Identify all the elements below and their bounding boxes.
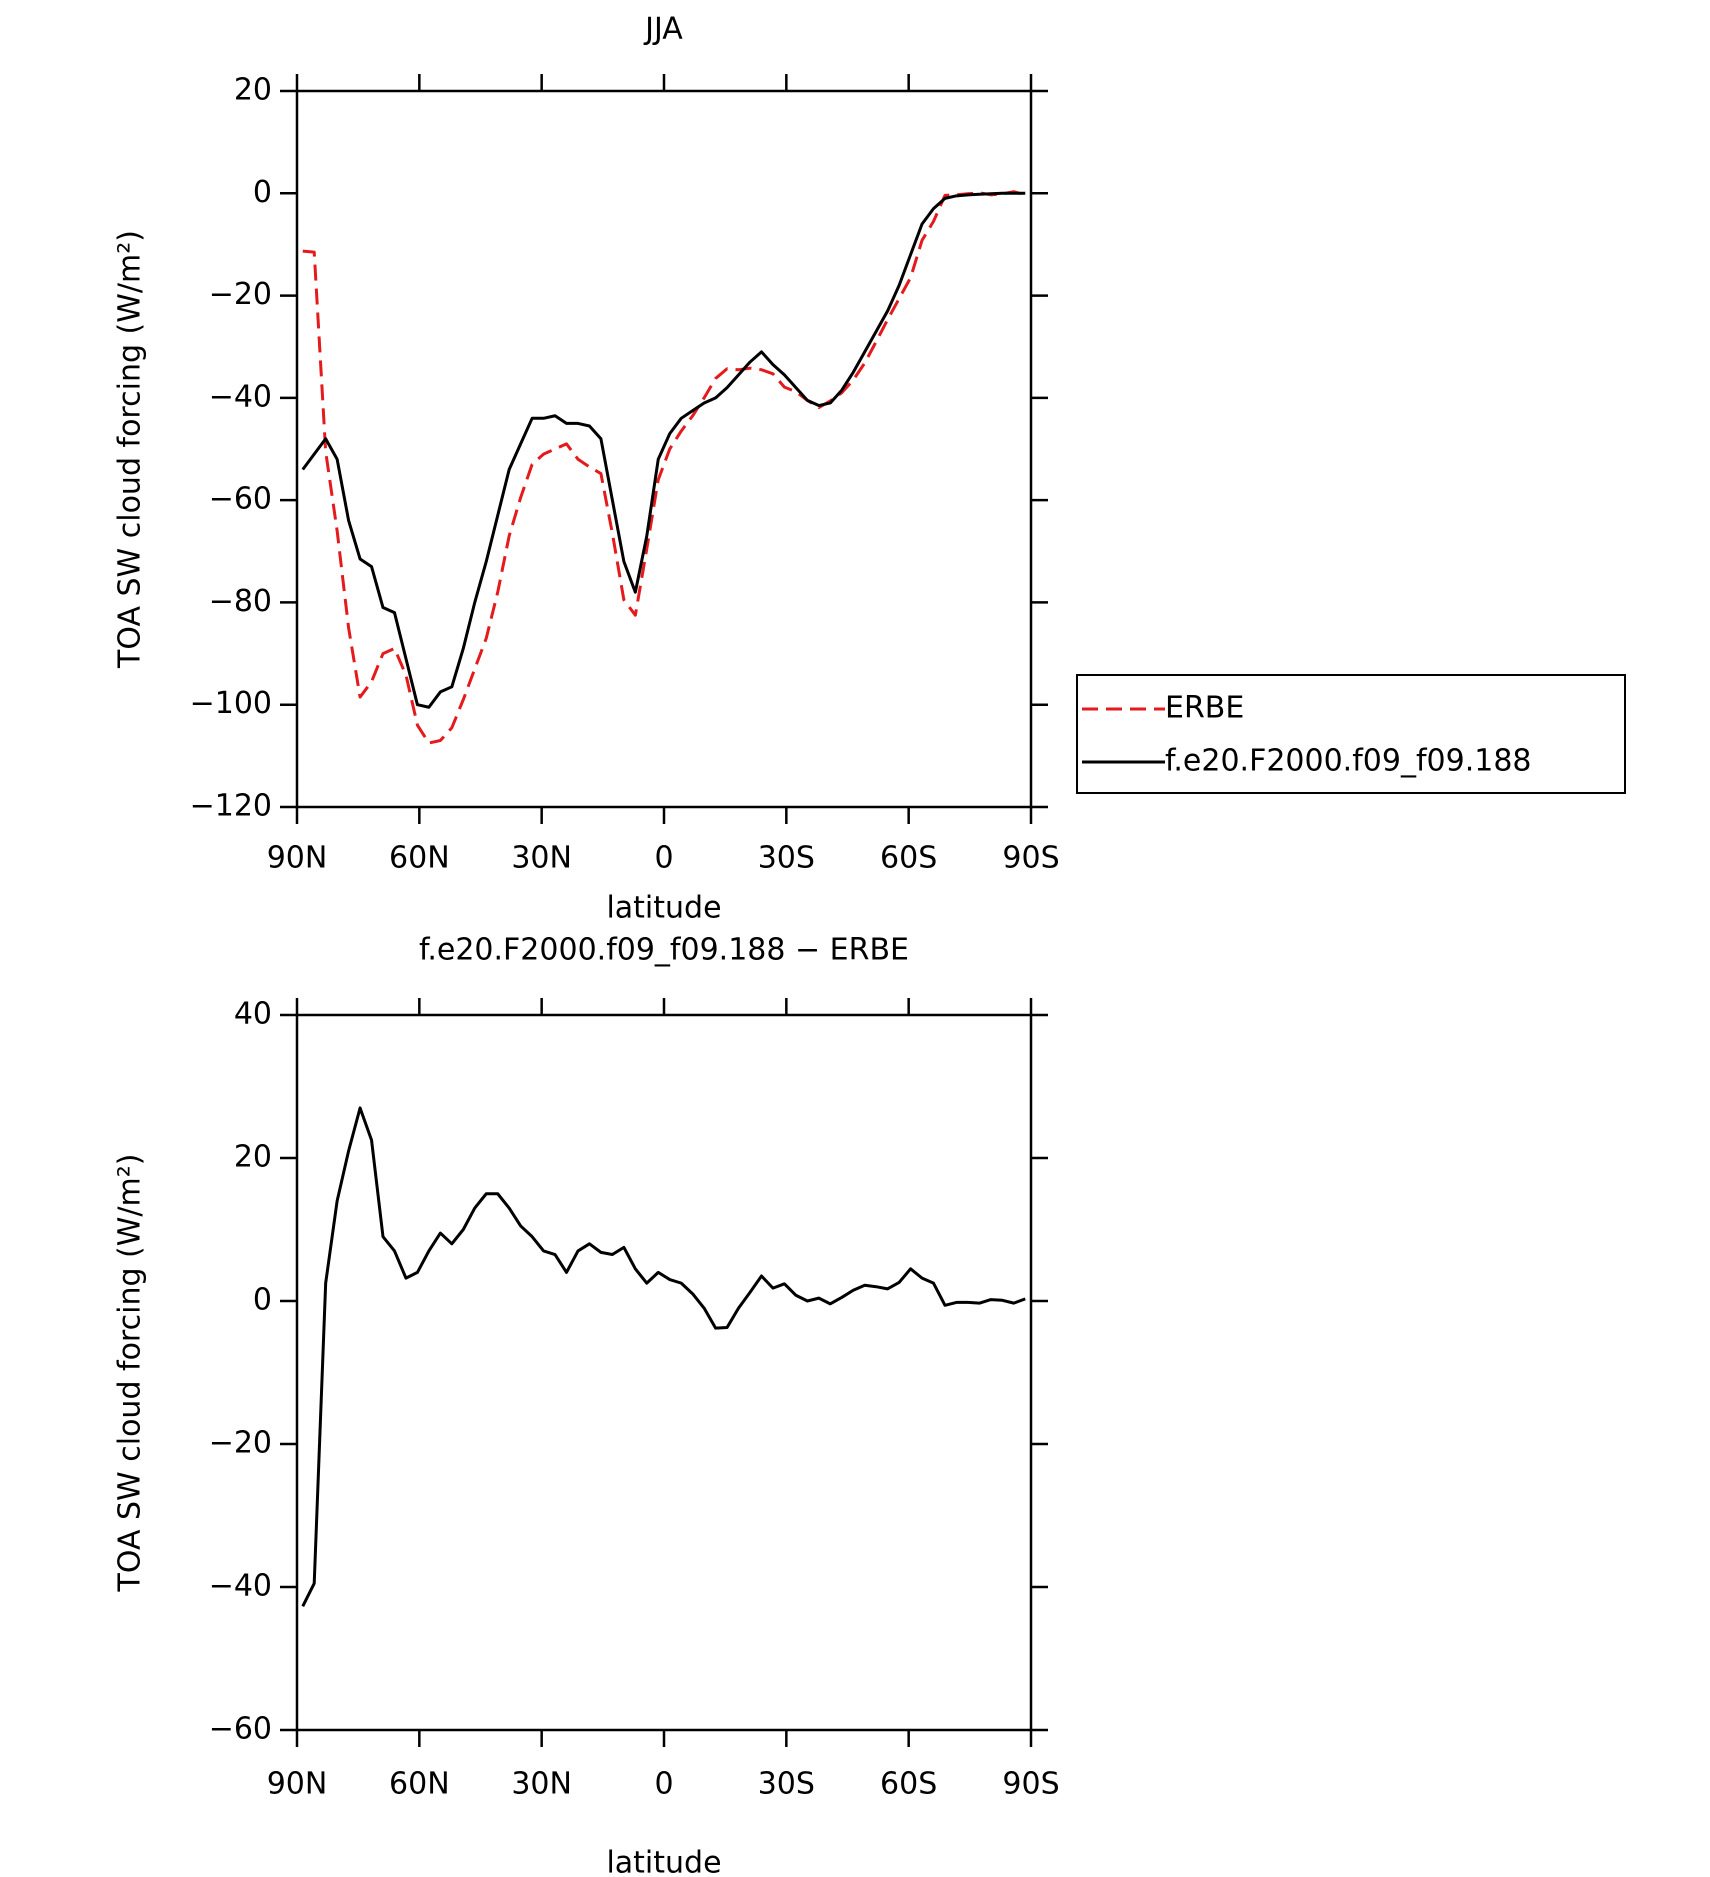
y-tick-label: −120 (190, 789, 272, 824)
y-tick-label: 40 (234, 997, 272, 1032)
chart-title: JJA (643, 12, 683, 47)
y-tick-label: 20 (234, 1140, 272, 1175)
x-tick-label: 60S (880, 1767, 937, 1802)
x-tick-label: 60S (880, 841, 937, 876)
y-tick-label: 0 (253, 175, 272, 210)
y-tick-label: −40 (209, 379, 272, 414)
y-tick-label: −60 (209, 1712, 272, 1747)
chart-title: f.e20.F2000.f09_f09.188 − ERBE (419, 933, 909, 968)
x-tick-label: 60N (389, 841, 450, 876)
y-tick-label: −100 (190, 686, 272, 721)
legend-box (1076, 674, 1626, 794)
y-tick-label: −40 (209, 1569, 272, 1604)
x-tick-label: 90S (1002, 1767, 1059, 1802)
x-tick-label: 30N (511, 841, 572, 876)
data-line (302, 190, 1026, 745)
x-tick-label: 90N (267, 841, 328, 876)
x-axis-label: latitude (606, 891, 721, 926)
x-tick-label: 30S (758, 841, 815, 876)
x-tick-label: 90N (267, 1767, 328, 1802)
plot-frame (295, 89, 1033, 809)
y-tick-label: −80 (209, 584, 272, 619)
y-tick-label: 20 (234, 73, 272, 108)
x-tick-label: 60N (389, 1767, 450, 1802)
legend-label: ERBE (1165, 691, 1244, 726)
y-tick-label: −60 (209, 482, 272, 517)
data-line (301, 191, 1026, 709)
x-tick-label: 90S (1002, 841, 1059, 876)
x-axis-label: latitude (606, 1846, 721, 1877)
y-tick-label: −20 (209, 277, 272, 312)
x-tick-label: 30S (758, 1767, 815, 1802)
legend-label: f.e20.F2000.f09_f09.188 (1165, 744, 1532, 779)
y-tick-label: 0 (253, 1283, 272, 1318)
plot-frame (295, 1013, 1033, 1732)
x-tick-label: 0 (654, 841, 673, 876)
y-axis-label: TOA SW cloud forcing (W/m²) (113, 230, 148, 669)
data-line (301, 1106, 1026, 1607)
y-axis-label: TOA SW cloud forcing (W/m²) (113, 1154, 148, 1593)
x-tick-label: 0 (654, 1767, 673, 1802)
y-tick-label: −20 (209, 1426, 272, 1461)
x-tick-label: 30N (511, 1767, 572, 1802)
